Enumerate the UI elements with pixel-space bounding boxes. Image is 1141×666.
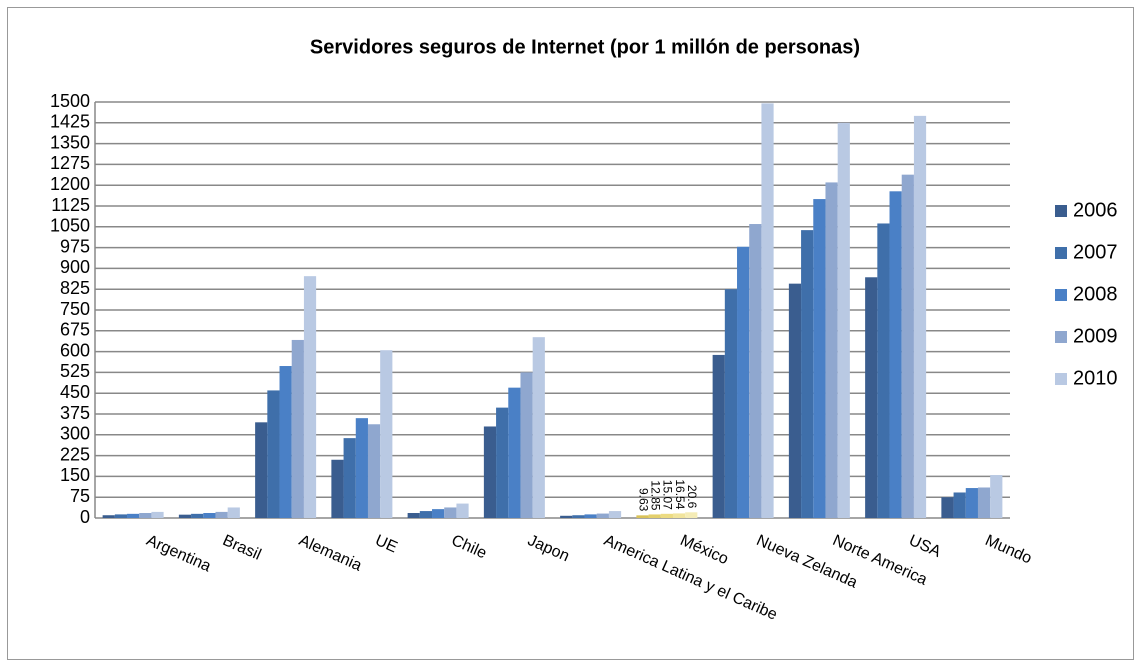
bar [712,354,725,518]
bar [367,424,381,518]
y-tick-label: 450 [60,382,90,402]
bar [889,191,902,518]
y-tick-label: 525 [60,361,90,381]
bar [355,418,368,518]
bar [456,503,469,518]
bar [749,224,762,518]
y-tick-label: 0 [80,507,90,527]
chart-title: Servidores seguros de Internet (por 1 mi… [310,36,860,58]
y-tick-label: 1350 [50,132,90,152]
bar [877,223,890,519]
bar [865,277,878,518]
y-tick-label: 1275 [50,153,90,173]
y-tick-label: 675 [60,320,90,340]
legend-swatch [1055,247,1067,259]
bar [520,372,533,518]
bar [965,488,978,518]
bar [496,407,509,518]
bar [303,276,317,518]
bar [837,122,850,519]
bar [419,511,433,518]
y-tick-label: 825 [60,278,90,298]
legend-label: 2010 [1073,367,1118,389]
bar [127,513,140,518]
y-tick-label: 900 [60,257,90,277]
legend-label: 2007 [1073,241,1118,263]
bar [432,509,445,518]
bar [151,511,164,518]
legend-swatch [1055,331,1067,343]
bar [279,366,292,518]
bar [407,513,420,518]
bar [444,507,457,518]
y-tick-label: 1425 [50,112,90,132]
bar [672,513,686,518]
y-tick-label: 1050 [50,216,90,236]
bar [724,289,738,518]
y-tick-label: 1500 [50,91,90,111]
y-tick-label: 150 [60,465,90,485]
y-tick-label: 600 [60,340,90,360]
bar [913,115,927,518]
bar [660,513,673,518]
data-label: 16.54 [673,479,687,509]
legend-swatch [1055,373,1067,385]
chart-frame [7,7,1134,660]
data-label: 20.6 [685,485,699,509]
bar [737,246,750,518]
legend-label: 2006 [1073,199,1118,221]
bar [825,182,838,518]
bar [191,513,204,518]
y-tick-label: 225 [60,444,90,464]
bar [596,513,609,518]
bar [114,514,128,518]
bar [139,513,152,518]
y-tick-label: 1125 [51,195,90,215]
bar [953,492,966,518]
legend-swatch [1055,289,1067,301]
legend-label: 2009 [1073,325,1118,347]
bar [102,515,115,518]
bar [584,514,597,518]
bar [203,513,216,518]
bar [813,199,826,519]
bar [380,350,393,518]
y-tick-label: 1200 [50,174,90,194]
bar [788,283,802,518]
legend-label: 2008 [1073,283,1118,305]
data-label: 15.07 [661,480,675,510]
bar [901,174,914,519]
bar [227,507,240,518]
bar [941,497,954,518]
y-tick-label: 375 [60,403,90,423]
bar [343,438,356,518]
bar [483,426,497,518]
bar [532,337,545,518]
bar [508,387,521,518]
bar [215,511,228,518]
y-tick-label: 975 [60,236,90,256]
data-label: 9.63 [636,488,650,512]
legend-swatch [1055,205,1067,217]
bar [636,515,649,518]
bar [801,230,814,519]
bar [648,514,661,518]
bar [685,512,698,518]
bar [178,514,192,518]
y-tick-label: 750 [60,299,90,319]
bar [560,515,573,518]
bar [331,459,344,518]
bar [761,103,774,519]
bar [291,339,304,518]
y-tick-label: 300 [60,424,90,444]
bar [990,475,1003,518]
bar [572,515,585,518]
bar [977,487,991,518]
bar [267,390,280,518]
data-label: 12.85 [649,480,663,510]
bar [608,511,622,518]
y-tick-label: 75 [70,486,90,506]
bar [255,422,268,518]
